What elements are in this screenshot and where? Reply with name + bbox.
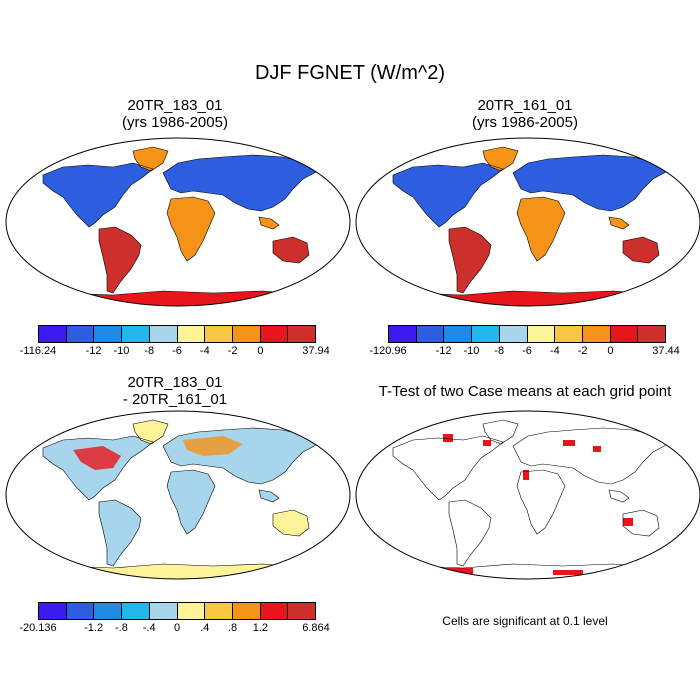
panel4-title-line1: T-Test of two Case means at each grid po…: [378, 383, 672, 400]
colorbar-tick-label: -20.136: [19, 622, 57, 634]
colorbar-tick-label: 1.2: [252, 622, 269, 634]
colorbar-tick-label: -4: [199, 345, 210, 357]
colorbar-swatch: [582, 326, 611, 342]
colorbar-swatch: [527, 326, 556, 342]
colorbar-cells: [38, 602, 316, 620]
colorbar-tick-label: -.4: [142, 622, 156, 634]
colorbar-tick-label: -4: [549, 345, 560, 357]
colorbar-swatch: [66, 603, 95, 619]
map-border: [5, 410, 351, 580]
colorbar-tick-label: 0: [607, 345, 614, 357]
colorbar-panel1: -116.24 -12 -10 -8 -6 -4 -2 0 37.94: [20, 325, 330, 359]
colorbar-tick-label: -10: [113, 345, 130, 357]
colorbar-swatch: [288, 603, 316, 619]
map-panel2: [355, 137, 700, 307]
colorbar-tick-label: -2: [227, 345, 238, 357]
colorbar-panel3: -20.136 -1.2 -.8 -.4 0 .4 .8 1.2 6.864: [19, 602, 330, 636]
colorbar-swatch: [122, 326, 150, 342]
colorbar-tick-label: -116.24: [19, 345, 57, 357]
panel3-title-line2: - 20TR_161_01: [122, 391, 228, 408]
colorbar-labels: -120.96 -12 -10 -8 -6 -4 -2 0 37.44: [369, 343, 679, 359]
colorbar-swatch: [94, 603, 123, 619]
panel1-title-line1: 20TR_183_01: [127, 97, 223, 114]
colorbar-tick-label: -1.2: [84, 622, 104, 634]
significance-note: Cells are significant at 0.1 level: [442, 614, 608, 628]
map-panel3: [5, 410, 351, 580]
colorbar-panel2: -120.96 -12 -10 -8 -6 -4 -2 0 37.44: [369, 325, 680, 359]
colorbar-swatch: [232, 326, 261, 342]
colorbar-tick-label: 0: [173, 622, 181, 634]
colorbar-swatch: [149, 326, 178, 342]
colorbar-tick-label: -12: [85, 345, 102, 357]
colorbar-swatch: [177, 603, 206, 619]
colorbar-tick-label: -6: [172, 345, 182, 357]
colorbar-swatch: [39, 326, 67, 342]
map-border: [5, 137, 351, 307]
colorbar-tick-label: -12: [435, 345, 452, 357]
colorbar-tick-label: 37.94: [302, 345, 330, 357]
colorbar-swatch: [205, 326, 233, 342]
colorbar-tick-label: -8: [494, 345, 505, 357]
colorbar-swatch: [260, 603, 289, 619]
panel3-title-line1: 20TR_183_01: [127, 374, 223, 391]
colorbar-swatch: [444, 326, 473, 342]
panel1-title: 20TR_183_01 (yrs 1986-2005): [25, 97, 325, 131]
map-panel4: [355, 410, 700, 580]
colorbar-tick-label: -120.96: [369, 345, 407, 357]
colorbar-tick-label: .4: [200, 622, 210, 634]
colorbar-labels: -116.24 -12 -10 -8 -6 -4 -2 0 37.94: [20, 343, 330, 359]
colorbar-swatch: [66, 326, 95, 342]
colorbar-labels: -20.136 -1.2 -.8 -.4 0 .4 .8 1.2 6.864: [19, 620, 329, 636]
map-border: [355, 137, 700, 307]
colorbar-swatch: [94, 326, 123, 342]
colorbar-tick-label: -2: [577, 345, 588, 357]
colorbar-tick-label: -8: [144, 345, 155, 357]
colorbar-tick-label: 37.44: [652, 345, 680, 357]
colorbar-tick-label: -6: [522, 345, 532, 357]
map-border: [355, 410, 700, 580]
colorbar-swatch: [610, 326, 639, 342]
map-panel1: [5, 137, 351, 307]
panel3-title: 20TR_183_01 - 20TR_161_01: [25, 374, 325, 408]
colorbar-swatch: [177, 326, 206, 342]
panel2-title-line2: (yrs 1986-2005): [472, 114, 578, 131]
panel1-title-line2: (yrs 1986-2005): [122, 114, 228, 131]
colorbar-swatch: [122, 603, 150, 619]
colorbar-tick-label: -10: [463, 345, 480, 357]
colorbar-swatch: [260, 326, 289, 342]
colorbar-tick-label: .8: [228, 622, 238, 634]
colorbar-swatch: [39, 603, 67, 619]
colorbar-tick-label: -.8: [114, 622, 128, 634]
colorbar-tick-label: 6.864: [302, 622, 330, 634]
colorbar-tick-label: 0: [257, 345, 264, 357]
colorbar-swatch: [472, 326, 500, 342]
colorbar-swatch: [149, 603, 178, 619]
panel2-title: 20TR_161_01 (yrs 1986-2005): [375, 97, 675, 131]
colorbar-swatch: [499, 326, 528, 342]
panel4-title: T-Test of two Case means at each grid po…: [350, 383, 700, 400]
colorbar-swatch: [389, 326, 417, 342]
colorbar-swatch: [288, 326, 316, 342]
figure-title: DJF FGNET (W/m^2): [254, 62, 446, 84]
panel2-title-line1: 20TR_161_01: [477, 97, 573, 114]
colorbar-swatch: [232, 603, 261, 619]
colorbar-cells: [38, 325, 316, 343]
colorbar-swatch: [205, 603, 233, 619]
colorbar-swatch: [416, 326, 445, 342]
colorbar-cells: [388, 325, 666, 343]
colorbar-swatch: [555, 326, 583, 342]
colorbar-swatch: [638, 326, 666, 342]
